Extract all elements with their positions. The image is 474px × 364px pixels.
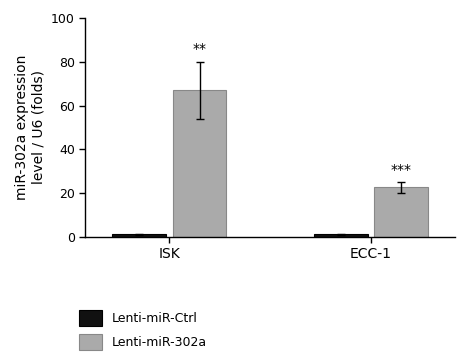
- Bar: [314, 234, 368, 237]
- Text: **: **: [192, 43, 207, 56]
- Bar: [374, 187, 428, 237]
- Text: ***: ***: [391, 163, 412, 177]
- Bar: [112, 234, 166, 237]
- Y-axis label: miR-302a expression
level / U6 (folds): miR-302a expression level / U6 (folds): [15, 55, 46, 200]
- Bar: [173, 90, 227, 237]
- Legend: Lenti-miR-Ctrl, Lenti-miR-302a: Lenti-miR-Ctrl, Lenti-miR-302a: [73, 304, 213, 356]
